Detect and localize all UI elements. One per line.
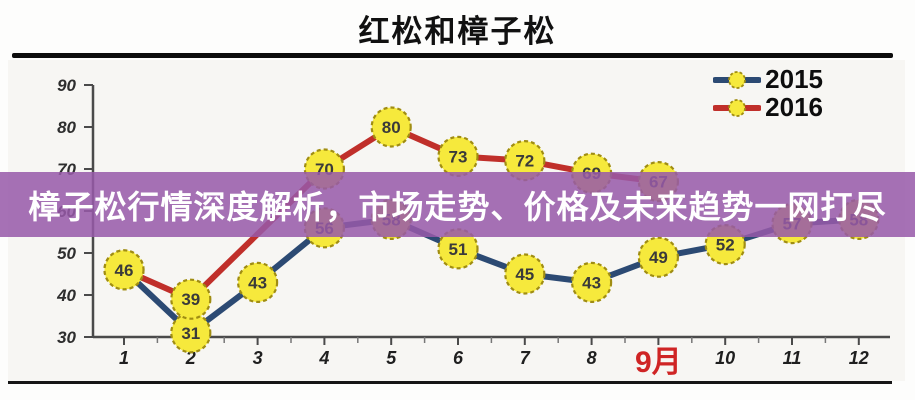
data-point-label: 80 [382,118,401,137]
data-point-2016 [103,249,145,291]
legend-item-2016: 2016 [713,92,823,122]
data-point-label: 51 [449,240,468,259]
data-point-label: 43 [582,273,601,292]
data-point-2016 [170,278,212,320]
x-tick-label: 4 [318,348,329,368]
data-point-label: 49 [649,248,668,267]
legend-marker-2016 [713,98,762,117]
data-point-label: 43 [248,273,267,292]
y-tick-label: 30 [57,328,76,347]
overlay-banner-text: 樟子松行情深度解析，市场走势、价格及未来趋势一网打尽 [28,188,887,225]
overlay-banner: 樟子松行情深度解析，市场走势、价格及未来趋势一网打尽 [0,172,915,237]
title-divider [12,53,893,58]
legend-item-2015: 2015 [713,64,823,94]
data-point-label: 39 [181,290,200,309]
y-tick-label: 90 [57,76,76,95]
data-point-2015 [570,261,613,303]
y-tick-label: 50 [57,244,76,263]
data-point-2016 [370,106,412,148]
x-tick-label-highlight: 9月 [635,346,682,379]
data-point-label: 45 [515,265,534,284]
x-tick-label: 10 [715,348,735,368]
x-tick-label: 12 [849,348,869,368]
legend-label-2015: 2015 [765,64,823,94]
legend-marker-2015 [713,70,762,89]
data-point-2015 [637,236,680,278]
data-point-label: 31 [181,324,200,343]
x-tick-label: 8 [587,348,597,368]
page-title: 红松和樟子松 [358,14,557,49]
data-point-label: 73 [449,147,468,166]
x-tick-label: 2 [185,348,196,368]
chart-legend: 2015 2016 [713,64,823,122]
y-tick-label: 80 [57,118,76,137]
data-point-label: 72 [515,152,534,171]
data-point-2015 [504,253,546,295]
data-point-label: 52 [716,236,735,255]
x-tick-label: 11 [783,348,802,368]
data-point-2015 [237,261,279,303]
bottom-divider [8,381,892,384]
x-tick-label: 6 [453,348,464,368]
x-tick-label: 3 [253,348,263,368]
x-tick-label: 1 [119,348,129,368]
data-point-label: 46 [115,261,134,280]
x-tick-label: 5 [386,348,397,368]
x-tick-label: 7 [520,348,531,368]
y-tick-label: 40 [56,286,76,305]
legend-label-2016: 2016 [765,92,823,122]
